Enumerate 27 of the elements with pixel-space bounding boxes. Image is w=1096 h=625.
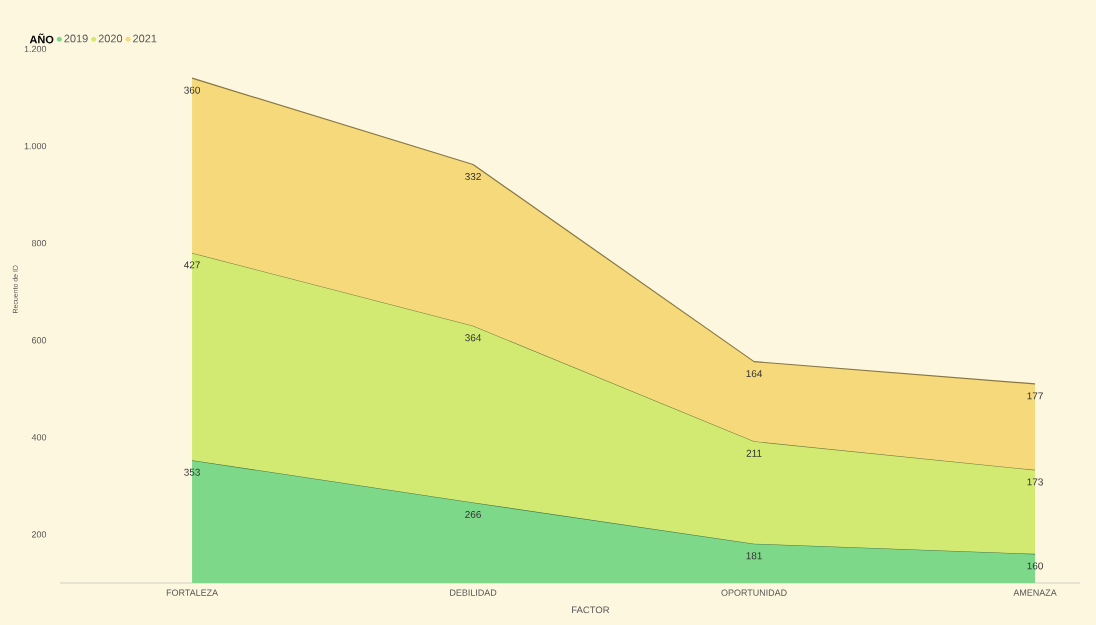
data-label: 177: [1027, 392, 1043, 400]
y-tick-label: 200: [31, 531, 47, 538]
data-label: 427: [184, 261, 200, 269]
legend-label: 2020: [98, 34, 123, 43]
data-label: 353: [184, 468, 200, 476]
data-label: 173: [1027, 478, 1043, 486]
y-tick-label: 800: [31, 239, 47, 247]
y-tick-label: 1.000: [24, 142, 47, 150]
data-label: 364: [465, 334, 482, 342]
x-tick-label: OPORTUNIDAD: [721, 589, 787, 596]
data-label: 181: [746, 552, 762, 560]
data-label: 160: [1027, 562, 1043, 570]
x-axis-title: FACTOR: [572, 606, 610, 614]
x-tick-label: DEBILIDAD: [450, 589, 497, 596]
y-tick-label: 1.200: [24, 45, 47, 53]
y-tick-label: 600: [31, 337, 47, 344]
legend-label: 2021: [133, 34, 157, 43]
legend-title: AÑO: [29, 33, 54, 44]
data-label: 360: [184, 86, 200, 94]
data-label: 266: [465, 510, 481, 518]
x-tick-label: FORTALEZA: [166, 589, 219, 596]
x-tick-label: AMENAZA: [1013, 589, 1057, 596]
data-label: 164: [746, 370, 763, 378]
legend-label: 2019: [64, 34, 88, 43]
data-label: 332: [465, 173, 481, 181]
y-tick-label: 400: [31, 434, 47, 441]
data-label: 211: [746, 449, 762, 457]
